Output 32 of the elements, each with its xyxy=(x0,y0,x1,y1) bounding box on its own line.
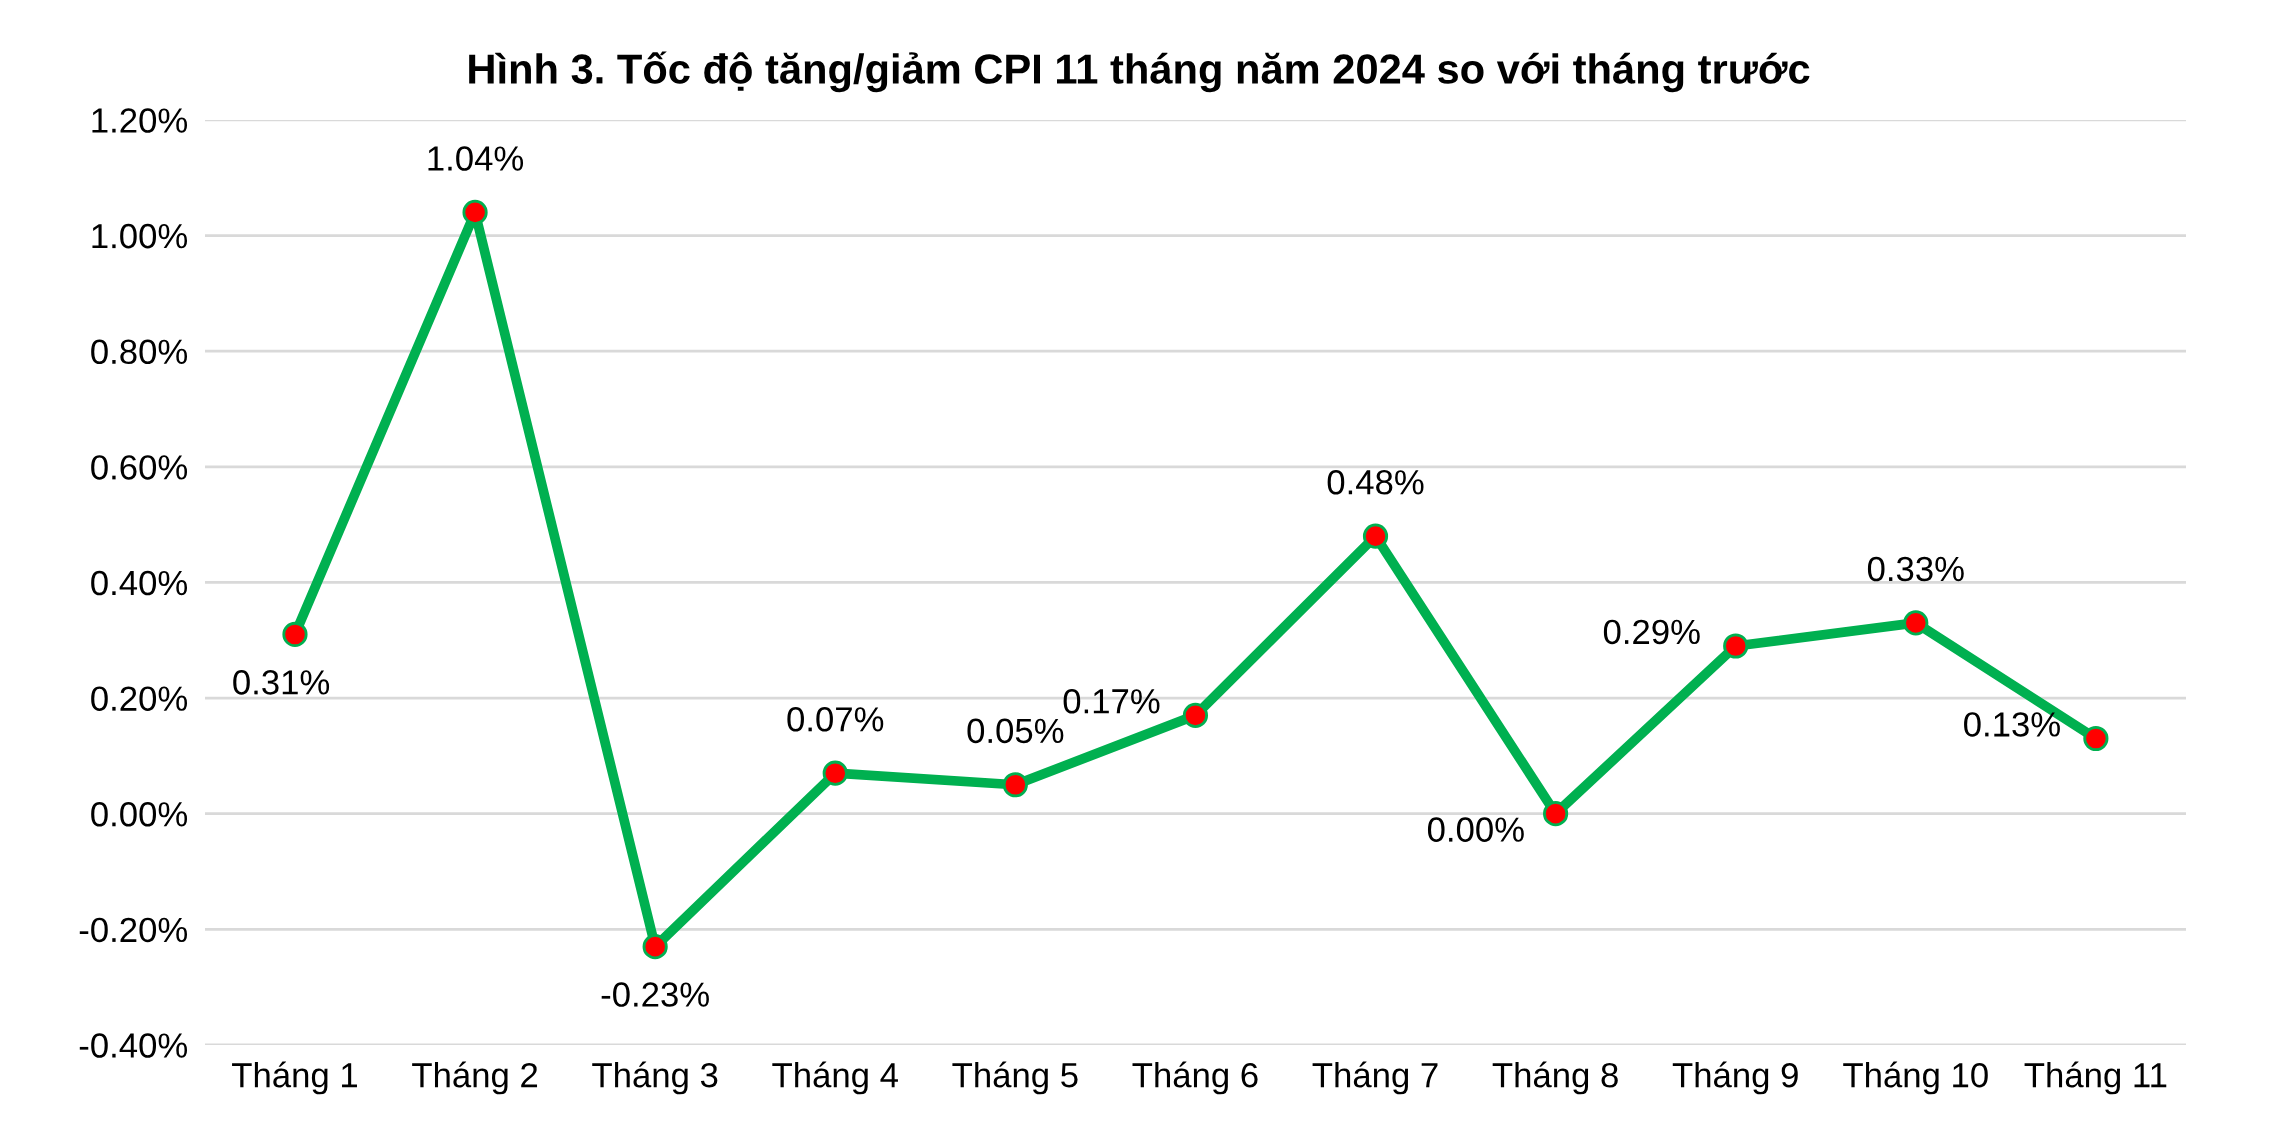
data-label: 0.33% xyxy=(1867,556,1964,582)
data-label: -0.23% xyxy=(601,982,709,1007)
x-tick-label: Tháng 3 xyxy=(592,1061,718,1095)
data-label: 0.05% xyxy=(967,718,1064,744)
y-tick-label: 0.80% xyxy=(91,339,188,365)
x-tick-label: Tháng 4 xyxy=(772,1061,898,1095)
x-tick-label: Tháng 6 xyxy=(1132,1061,1258,1095)
data-label: 0.00% xyxy=(1427,817,1524,842)
y-tick-label: 1.20% xyxy=(92,108,188,133)
data-label: 1.04% xyxy=(428,146,524,171)
data-label: 0.31% xyxy=(233,670,330,695)
y-tick-label: 1.00% xyxy=(92,223,188,249)
x-tick-label: Tháng 11 xyxy=(2024,1061,2167,1095)
y-tick-label: 0.20% xyxy=(91,686,188,711)
x-tick-label: Tháng 10 xyxy=(1843,1061,1988,1095)
x-tick-label: Tháng 5 xyxy=(952,1061,1078,1095)
y-tick-label: 0.00% xyxy=(91,802,188,827)
x-tick-label: Tháng 1 xyxy=(232,1061,357,1095)
x-tick-label: Tháng 8 xyxy=(1492,1061,1618,1095)
y-tick-label: -0.20% xyxy=(79,917,188,943)
y-tick-label: -0.40% xyxy=(79,1033,188,1058)
x-tick-label: Tháng 9 xyxy=(1672,1061,1798,1095)
chart-title: Hình 3. Tốc độ tăng/giảm CPI 11 tháng năm 2024 so với tháng trước xyxy=(469,51,1810,93)
data-label: 0.13% xyxy=(1964,712,2060,737)
data-label: 0.48% xyxy=(1327,470,1424,495)
y-tick-label: 0.40% xyxy=(91,570,188,596)
y-tick-label: 0.60% xyxy=(91,455,188,480)
data-label: 0.17% xyxy=(1063,689,1160,714)
data-label: 0.29% xyxy=(1603,619,1700,645)
data-label: 0.07% xyxy=(787,707,884,732)
x-tick-label: Tháng 7 xyxy=(1312,1061,1438,1095)
x-tick-label: Tháng 2 xyxy=(412,1061,538,1095)
